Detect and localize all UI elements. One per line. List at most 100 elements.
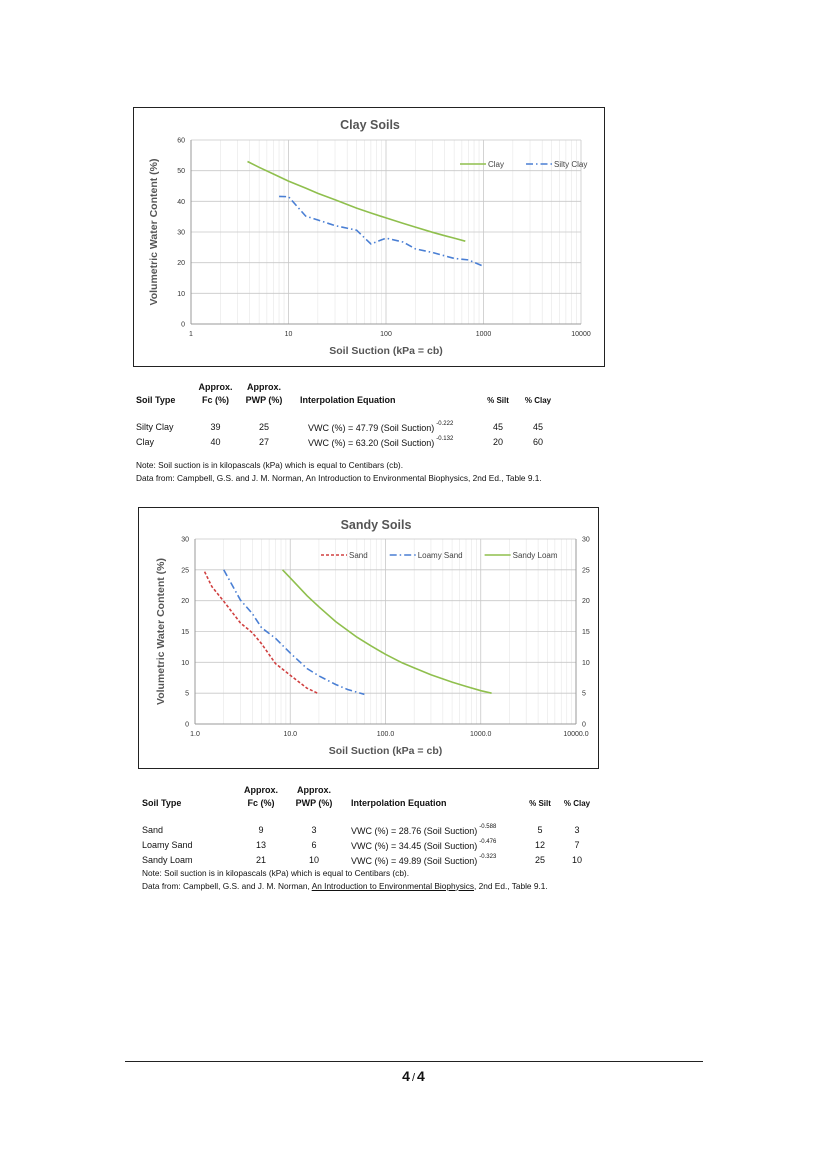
- silt-header: % Silt: [487, 396, 509, 405]
- soil-type-cell: Sandy Loam: [142, 854, 193, 865]
- clay-header: % Clay: [563, 799, 591, 808]
- footer-divider: [125, 1061, 703, 1062]
- silt-cell: 25: [534, 854, 545, 865]
- clay-cell: 10: [571, 854, 582, 865]
- clay-soils-table: Soil Type Approx. Fc (%) Approx. PWP (%) I…: [136, 381, 558, 449]
- clay-table-note: Note: Soil suction is in kilopascals (kP…: [136, 459, 542, 484]
- y-tick-label-right: 0: [582, 722, 586, 729]
- equation-text: VWC (%) = 49.89 (Soil Suction): [351, 855, 478, 866]
- total-pages: 4: [417, 1068, 425, 1084]
- y-tick-label: 5: [185, 691, 189, 698]
- equation-text: VWC (%) = 47.79 (Soil Suction): [308, 422, 435, 433]
- clay-cell: 45: [532, 421, 543, 432]
- equation-cell: VWC (%) = 49.89 (Soil Suction) -0.323: [343, 852, 523, 867]
- equation-cell: VWC (%) = 63.20 (Soil Suction) -0.132: [290, 434, 478, 449]
- clay-table-header-row: Soil Type Approx. Fc (%) Approx. PWP (%) I…: [136, 381, 558, 411]
- legend-entry: Sandy Loam: [513, 551, 558, 560]
- source-line: Data from: Campbell, G.S. and J. M. Norm…: [142, 880, 548, 893]
- pwp-cell: 3: [311, 824, 317, 835]
- x-tick-label: 10000: [571, 331, 591, 338]
- legend-entry: Loamy Sand: [418, 551, 463, 560]
- table-row: Sandy Loam 21 10 VWC (%) = 49.89 (Soil S…: [142, 852, 597, 867]
- soil-type-cell: Silty Clay: [136, 421, 174, 432]
- fc-cell: 13: [255, 839, 266, 850]
- x-tick-label: 100.0: [377, 731, 395, 738]
- silt-header: % Silt: [529, 799, 551, 808]
- fc-cell: 40: [210, 436, 221, 447]
- x-tick-label: 10000.0: [563, 731, 588, 738]
- pwp-cell: 10: [308, 854, 319, 865]
- fc-header-top: Approx.: [243, 785, 278, 795]
- series-line-clay: [247, 160, 466, 242]
- y-tick-label: 10: [181, 660, 189, 667]
- sandy-soils-table: Soil Type Approx. Fc (%) Approx. PWP (%) I…: [142, 784, 597, 867]
- equation-cell: VWC (%) = 28.76 (Soil Suction) -0.588: [343, 822, 523, 837]
- soil-type-cell: Sand: [142, 824, 164, 835]
- pwp-header-top: Approx.: [246, 382, 281, 392]
- sandy-soils-chart-svg: 1.0 10.0 100.0 1000.0 10000.0 0 0 5 5 10 10 15 15 20 2…: [155, 518, 590, 757]
- legend-entry: Clay: [488, 160, 504, 169]
- table-row: Clay 40 27 VWC (%) = 63.20 (Soil Suction…: [136, 434, 558, 449]
- y-tick-label-right: 10: [582, 660, 590, 667]
- pwp-header-bottom: PWP (%): [245, 395, 283, 405]
- fc-cell: 9: [258, 824, 264, 835]
- soil-type-header: Soil Type: [136, 395, 176, 405]
- fc-header: Approx. Fc (%): [237, 784, 285, 814]
- sandy-table-header-row: Soil Type Approx. Fc (%) Approx. PWP (%) I…: [142, 784, 597, 814]
- equation-text: VWC (%) = 28.76 (Soil Suction): [351, 825, 478, 836]
- y-tick-label: 10: [177, 291, 185, 298]
- equation-exponent: -0.222: [436, 420, 454, 427]
- soil-type-cell: Clay: [136, 436, 155, 447]
- fc-header-bottom: Fc (%): [202, 395, 229, 405]
- chart-title: Sandy Soils: [341, 518, 412, 532]
- fc-header-top: Approx.: [198, 382, 233, 392]
- source-line: Data from: Campbell, G.S. and J. M. Norm…: [136, 472, 542, 483]
- equation-text: VWC (%) = 63.20 (Soil Suction): [308, 437, 435, 448]
- fc-header: Approx. Fc (%): [193, 381, 238, 411]
- clay-header: % Clay: [524, 396, 552, 405]
- pwp-cell: 6: [311, 839, 317, 850]
- y-tick-label: 50: [177, 168, 185, 175]
- series-line-loamy-sand: [222, 569, 365, 696]
- note-line: Note: Soil suction is in kilopascals (kP…: [142, 868, 409, 878]
- note-line: Note: Soil suction is in kilopascals (kP…: [136, 460, 403, 470]
- clay-soils-chart-svg: 1 10 100 1000 10000 0 10 20 30 40 50 60 Clay Soils So…: [148, 118, 591, 357]
- book-title-link[interactable]: An Introduction to Environmental Biophys…: [311, 880, 477, 891]
- y-tick-label: 0: [181, 322, 185, 329]
- source-prefix: Data from: Campbell, G.S. and J. M. Norm…: [142, 880, 312, 891]
- pwp-cell: 27: [258, 436, 269, 447]
- x-tick-label: 10.0: [283, 731, 297, 738]
- y-tick-label: 20: [181, 598, 189, 605]
- pwp-header: Approx. PWP (%): [238, 381, 290, 411]
- y-tick-label: 30: [181, 537, 189, 544]
- silt-cell: 45: [492, 421, 503, 432]
- x-axis-label: Soil Suction (kPa = cb): [329, 345, 442, 357]
- x-tick-label: 1.0: [190, 731, 200, 738]
- chart-title: Clay Soils: [340, 118, 400, 132]
- table-row: Sand 9 3 VWC (%) = 28.76 (Soil Suction) -…: [142, 822, 597, 837]
- soil-type-header: Soil Type: [142, 798, 182, 808]
- series-line-sandy-loam: [281, 569, 492, 694]
- y-tick-label-right: 15: [582, 629, 590, 636]
- pwp-header: Approx. PWP (%): [285, 784, 343, 814]
- pwp-header-bottom: PWP (%): [295, 798, 333, 808]
- equation-exponent: -0.476: [479, 838, 497, 845]
- table-row: Loamy Sand 13 6 VWC (%) = 34.45 (Soil Su…: [142, 837, 597, 852]
- equation-exponent: -0.323: [479, 853, 497, 860]
- pwp-cell: 25: [258, 421, 269, 432]
- silt-cell: 5: [537, 824, 543, 835]
- x-tick-label: 1000: [476, 331, 492, 338]
- y-axis-label: Volumetric Water Content (%): [148, 158, 160, 305]
- legend-entry: Silty Clay: [554, 160, 587, 169]
- sandy-soils-chart: 1.0 10.0 100.0 1000.0 10000.0 0 0 5 5 10 10 15 15 20 2…: [138, 507, 599, 769]
- fc-header-bottom: Fc (%): [247, 798, 275, 808]
- source-suffix: 2nd Ed., Table 9.1.: [476, 880, 548, 891]
- y-tick-label-right: 5: [582, 691, 586, 698]
- equation-cell: VWC (%) = 34.45 (Soil Suction) -0.476: [343, 837, 523, 852]
- equation-exponent: -0.132: [436, 435, 454, 442]
- silt-cell: 12: [534, 839, 545, 850]
- x-tick-label: 100: [380, 331, 392, 338]
- y-tick-label-right: 20: [582, 598, 590, 605]
- series-line-sand: [203, 571, 320, 695]
- y-axis-label: Volumetric Water Content (%): [155, 558, 167, 705]
